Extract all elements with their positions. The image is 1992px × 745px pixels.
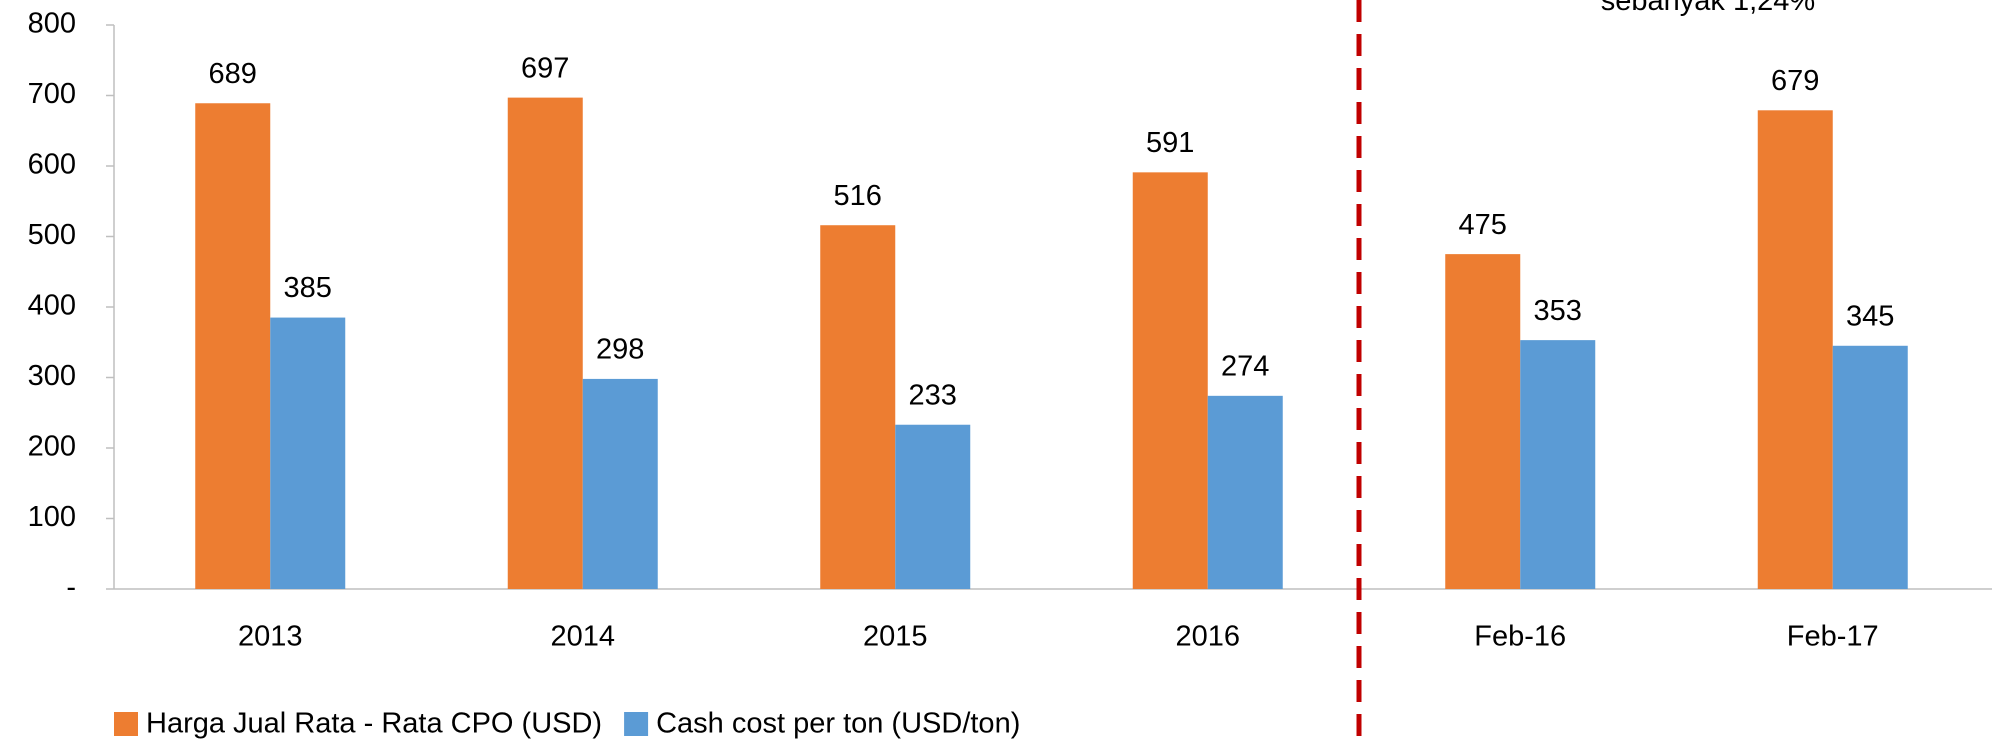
y-tick-label: 300 [28,360,76,392]
data-label: 689 [209,58,257,90]
data-label: 697 [521,52,569,84]
bar [270,317,346,589]
data-label: 385 [284,272,332,304]
data-label: 475 [1459,209,1507,241]
data-label: 353 [1534,295,1582,327]
bar [820,225,896,589]
data-label: 591 [1146,127,1194,159]
bar [1520,340,1596,589]
annotation: sebanyak 1,24% [1601,0,1815,17]
data-label: 679 [1771,65,1819,97]
y-tick-label: 100 [28,501,76,533]
y-tick-label: 200 [28,431,76,463]
data-label: 345 [1846,300,1894,332]
y-tick-label: 600 [28,149,76,181]
data-label: 274 [1221,350,1269,382]
bar [1207,395,1283,589]
x-tick-label: Feb-17 [1787,621,1879,653]
data-label: 233 [909,379,957,411]
y-tick-label: 800 [28,8,76,40]
y-tick-label: 500 [28,219,76,251]
legend-label: Cash cost per ton (USD/ton) [656,708,1020,740]
bar [895,424,971,589]
bar [507,97,583,590]
bar [582,378,658,589]
x-tick-label: 2013 [238,621,303,653]
x-tick-label: 2016 [1175,621,1240,653]
y-tick-label: 400 [28,290,76,322]
data-label: 298 [596,334,644,366]
x-tick-label: 2014 [550,621,615,653]
bar [1757,110,1833,590]
legend-swatch [624,712,649,736]
x-tick-label: 2015 [863,621,928,653]
legend-swatch [114,712,138,736]
bar [195,103,271,589]
x-tick-label: Feb-16 [1474,621,1566,653]
y-tick-label: 700 [28,78,76,110]
legend-label: Harga Jual Rata - Rata CPO (USD) [146,708,602,740]
y-tick-label: - [66,572,76,604]
bar [1445,254,1521,589]
bar [1832,345,1908,589]
data-label: 516 [834,180,882,212]
bar [1132,172,1208,589]
